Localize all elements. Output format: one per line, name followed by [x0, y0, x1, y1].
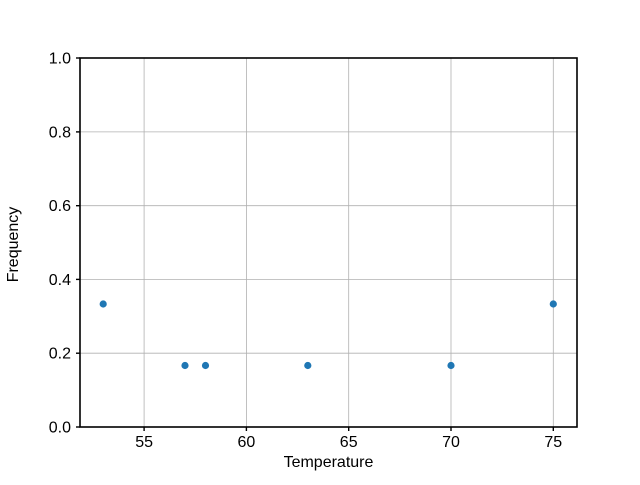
svg-text:75: 75 — [544, 434, 562, 451]
svg-text:55: 55 — [135, 434, 153, 451]
svg-text:0.8: 0.8 — [49, 124, 71, 141]
svg-text:60: 60 — [238, 434, 256, 451]
svg-text:Frequency: Frequency — [5, 207, 22, 283]
svg-text:70: 70 — [442, 434, 460, 451]
svg-text:0.6: 0.6 — [49, 198, 71, 215]
svg-text:0.2: 0.2 — [49, 346, 71, 363]
svg-text:1.0: 1.0 — [49, 51, 71, 68]
svg-text:0.0: 0.0 — [49, 420, 71, 437]
svg-text:0.4: 0.4 — [49, 272, 71, 289]
svg-text:Temperature: Temperature — [284, 454, 374, 471]
svg-text:65: 65 — [340, 434, 358, 451]
